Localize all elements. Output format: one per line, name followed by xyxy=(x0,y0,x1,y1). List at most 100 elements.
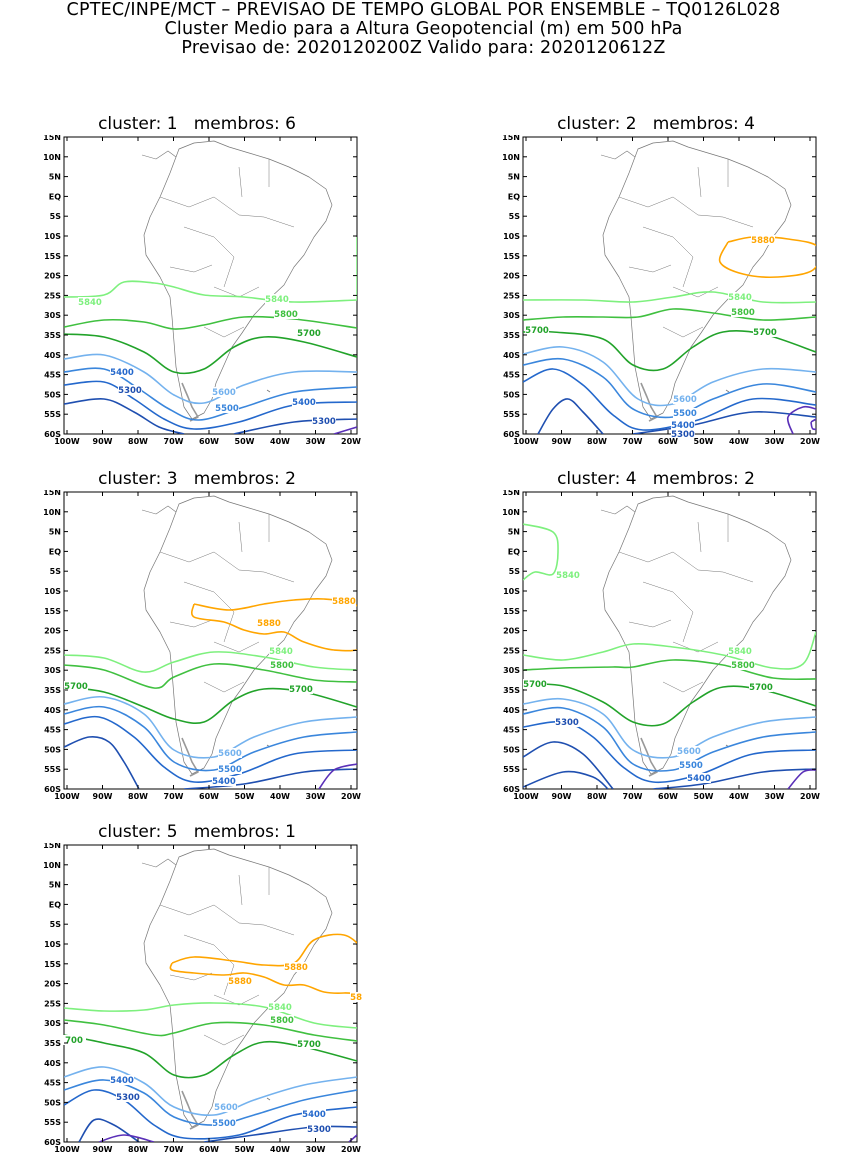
contour-label: 5700 xyxy=(64,682,88,692)
geopotential-contour xyxy=(233,418,357,434)
contour-label: 5840 xyxy=(728,293,752,303)
header-dates: Previsao de: 2020120200Z Valido para: 20… xyxy=(181,38,666,58)
lat-tick-label: 55S xyxy=(44,765,61,774)
geopotential-contour xyxy=(318,763,357,789)
contour-label: 5700 xyxy=(297,329,321,339)
geopotential-contour xyxy=(64,695,357,759)
country-border xyxy=(672,641,719,653)
lat-tick-label: 60S xyxy=(503,785,520,794)
geopotential-contour xyxy=(78,1118,140,1142)
country-border xyxy=(662,326,704,338)
country-border xyxy=(203,1034,245,1046)
lat-tick-label: EQ xyxy=(508,547,520,556)
country-border xyxy=(672,196,754,228)
contour-label-bg xyxy=(62,1035,86,1045)
header-title: CPTEC/INPE/MCT – PREVISAO DE TEMPO GLOBA… xyxy=(66,0,781,20)
country-border xyxy=(203,326,245,338)
lat-tick-label: 50S xyxy=(503,390,520,399)
header-subtitle: Cluster Medio para a Altura Geopotencial… xyxy=(164,19,683,39)
contour-label-bg xyxy=(555,717,579,727)
country-border xyxy=(213,551,295,583)
contour-label: 5840 xyxy=(269,647,293,657)
plot-frame xyxy=(522,136,817,435)
contour-label-bg xyxy=(218,748,242,758)
lat-tick-label: 45S xyxy=(44,1079,61,1088)
contour-label-bg xyxy=(556,570,580,580)
contour-label: 5800 xyxy=(270,1016,294,1026)
contour-label-bg xyxy=(679,760,703,770)
lat-tick-label: 5N xyxy=(49,881,61,890)
contour-label-bg xyxy=(671,429,695,439)
geopotential-contour xyxy=(523,741,614,789)
geopotential-contour xyxy=(98,1134,155,1142)
lon-tick-label: 40W xyxy=(270,1145,290,1154)
country-border xyxy=(213,641,260,653)
geopotential-contour xyxy=(632,411,816,434)
country-border xyxy=(618,551,674,563)
lon-tick-label: 60W xyxy=(658,437,678,446)
lat-tick-label: 30S xyxy=(44,666,61,675)
contour-label: 5300 xyxy=(118,386,142,396)
contour-label: 5880 xyxy=(332,597,356,607)
country-border xyxy=(169,264,213,273)
lat-tick-label: 60S xyxy=(44,1138,61,1147)
central-america-coastline xyxy=(600,150,636,160)
lon-tick-label: 80W xyxy=(128,1145,148,1154)
country-border xyxy=(642,226,694,288)
geopotential-contour xyxy=(523,291,816,304)
contour-label-bg xyxy=(525,325,549,335)
contour-label: 5840 xyxy=(268,1003,292,1013)
contour-label-bg xyxy=(332,596,356,606)
lat-tick-label: 30S xyxy=(44,311,61,320)
lon-tick-label: 40W xyxy=(729,792,749,801)
contour-label: 5400 xyxy=(110,1076,134,1086)
lon-tick-label: 50W xyxy=(694,437,714,446)
lon-tick-label: 20W xyxy=(341,1145,361,1154)
lon-tick-label: 20W xyxy=(341,792,361,801)
lon-tick-label: 20W xyxy=(800,437,820,446)
lat-tick-label: 25S xyxy=(503,291,520,300)
lon-tick-label: 50W xyxy=(235,1145,255,1154)
lat-tick-label: 15N xyxy=(43,490,61,497)
lat-tick-label: 15S xyxy=(44,960,61,969)
lon-tick-label: 30W xyxy=(306,437,326,446)
lat-tick-label: 25S xyxy=(44,646,61,655)
south-america-coastline xyxy=(143,140,333,420)
lon-tick-label: 70W xyxy=(164,792,184,801)
contour-label-bg xyxy=(257,618,281,628)
country-border xyxy=(642,581,694,643)
contour-label-bg xyxy=(268,1002,292,1012)
contour-label-bg xyxy=(78,297,102,307)
lat-tick-label: 5N xyxy=(49,173,61,182)
lon-tick-label: 70W xyxy=(164,437,184,446)
country-border xyxy=(213,196,295,228)
central-america-coastline xyxy=(141,150,177,160)
lat-tick-label: 15S xyxy=(44,607,61,616)
contour-label: 5800 xyxy=(274,310,298,320)
country-border xyxy=(159,904,215,916)
lon-tick-label: 100W xyxy=(54,437,80,446)
contour-label-bg xyxy=(307,1124,331,1134)
lon-tick-label: 40W xyxy=(270,792,290,801)
contour-label: 5800 xyxy=(270,661,294,671)
country-border xyxy=(183,226,235,288)
central-america-coastline xyxy=(600,505,636,515)
lat-tick-label: 60S xyxy=(44,785,61,794)
lon-tick-label: 70W xyxy=(623,437,643,446)
lat-tick-label: 30S xyxy=(503,311,520,320)
plot-frame xyxy=(63,844,358,1143)
contour-label: 5600 xyxy=(218,749,242,759)
south-america-coastline xyxy=(143,848,333,1128)
country-border xyxy=(203,681,245,693)
contour-label-bg xyxy=(214,1102,238,1112)
lat-tick-label: 15S xyxy=(503,607,520,616)
geopotential-contour xyxy=(64,1019,357,1042)
geopotential-contour xyxy=(787,769,816,789)
contour-label-bg xyxy=(673,408,697,418)
geopotential-contour xyxy=(523,706,816,772)
lat-tick-label: 35S xyxy=(44,1039,61,1048)
contour-label: 5500 xyxy=(679,761,703,771)
lon-tick-label: 90W xyxy=(552,437,572,446)
lon-tick-label: 90W xyxy=(93,792,113,801)
geopotential-contour xyxy=(523,357,816,419)
